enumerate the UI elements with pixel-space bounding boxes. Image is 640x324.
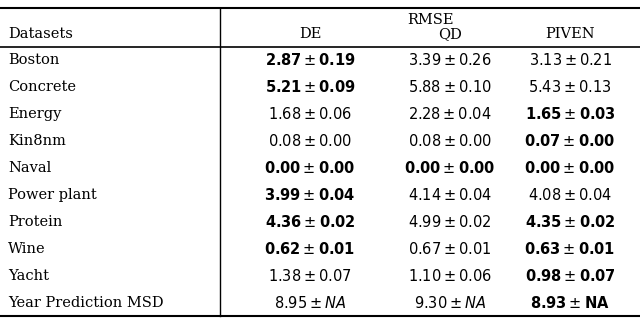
Text: $\mathbf{3.99} \pm \mathbf{0.04}$: $\mathbf{3.99} \pm \mathbf{0.04}$ xyxy=(264,187,356,203)
Text: $\mathbf{0.98} \pm \mathbf{0.07}$: $\mathbf{0.98} \pm \mathbf{0.07}$ xyxy=(525,268,616,284)
Text: $\mathbf{4.36} \pm \mathbf{0.02}$: $\mathbf{4.36} \pm \mathbf{0.02}$ xyxy=(264,214,355,230)
Text: $9.30 \pm NA$: $9.30 \pm NA$ xyxy=(414,295,486,310)
Text: RMSE: RMSE xyxy=(407,13,453,27)
Text: $\mathbf{5.21} \pm \mathbf{0.09}$: $\mathbf{5.21} \pm \mathbf{0.09}$ xyxy=(265,79,355,95)
Text: $\mathbf{0.62} \pm \mathbf{0.01}$: $\mathbf{0.62} \pm \mathbf{0.01}$ xyxy=(264,241,356,257)
Text: $\mathbf{8.93} \pm \mathbf{NA}$: $\mathbf{8.93} \pm \mathbf{NA}$ xyxy=(530,295,610,310)
Text: $5.43 \pm 0.13$: $5.43 \pm 0.13$ xyxy=(528,79,612,95)
Text: Datasets: Datasets xyxy=(8,27,73,41)
Text: $4.08 \pm 0.04$: $4.08 \pm 0.04$ xyxy=(528,187,612,203)
Text: Boston: Boston xyxy=(8,53,60,67)
Text: $2.28 \pm 0.04$: $2.28 \pm 0.04$ xyxy=(408,106,492,122)
Text: $4.14 \pm 0.04$: $4.14 \pm 0.04$ xyxy=(408,187,492,203)
Text: Energy: Energy xyxy=(8,107,61,121)
Text: $\mathbf{4.35} \pm \mathbf{0.02}$: $\mathbf{4.35} \pm \mathbf{0.02}$ xyxy=(525,214,616,230)
Text: Naval: Naval xyxy=(8,161,51,175)
Text: Year Prediction MSD: Year Prediction MSD xyxy=(8,295,164,309)
Text: $3.13 \pm 0.21$: $3.13 \pm 0.21$ xyxy=(529,52,611,68)
Text: $4.99 \pm 0.02$: $4.99 \pm 0.02$ xyxy=(408,214,492,230)
Text: Wine: Wine xyxy=(8,242,45,256)
Text: $\mathbf{0.63} \pm \mathbf{0.01}$: $\mathbf{0.63} \pm \mathbf{0.01}$ xyxy=(524,241,616,257)
Text: Protein: Protein xyxy=(8,215,62,229)
Text: $\mathbf{0.00} \pm \mathbf{0.00}$: $\mathbf{0.00} \pm \mathbf{0.00}$ xyxy=(264,160,356,176)
Text: $1.38 \pm 0.07$: $1.38 \pm 0.07$ xyxy=(268,268,352,284)
Text: $3.39 \pm 0.26$: $3.39 \pm 0.26$ xyxy=(408,52,492,68)
Text: QD: QD xyxy=(438,27,462,41)
Text: $8.95 \pm NA$: $8.95 \pm NA$ xyxy=(274,295,346,310)
Text: $0.67 \pm 0.01$: $0.67 \pm 0.01$ xyxy=(408,241,492,257)
Text: $1.10 \pm 0.06$: $1.10 \pm 0.06$ xyxy=(408,268,492,284)
Text: DE: DE xyxy=(299,27,321,41)
Text: $1.68 \pm 0.06$: $1.68 \pm 0.06$ xyxy=(268,106,352,122)
Text: Kin8nm: Kin8nm xyxy=(8,134,66,148)
Text: $\mathbf{2.87} \pm \mathbf{0.19}$: $\mathbf{2.87} \pm \mathbf{0.19}$ xyxy=(264,52,355,68)
Text: Yacht: Yacht xyxy=(8,269,49,283)
Text: $\mathbf{0.00} \pm \mathbf{0.00}$: $\mathbf{0.00} \pm \mathbf{0.00}$ xyxy=(524,160,616,176)
Text: $0.08 \pm 0.00$: $0.08 \pm 0.00$ xyxy=(408,133,492,149)
Text: $5.88 \pm 0.10$: $5.88 \pm 0.10$ xyxy=(408,79,492,95)
Text: $\mathbf{0.00} \pm \mathbf{0.00}$: $\mathbf{0.00} \pm \mathbf{0.00}$ xyxy=(404,160,496,176)
Text: $\mathbf{1.65} \pm \mathbf{0.03}$: $\mathbf{1.65} \pm \mathbf{0.03}$ xyxy=(525,106,616,122)
Text: $\mathbf{0.07} \pm \mathbf{0.00}$: $\mathbf{0.07} \pm \mathbf{0.00}$ xyxy=(524,133,616,149)
Text: $0.08 \pm 0.00$: $0.08 \pm 0.00$ xyxy=(268,133,352,149)
Text: PIVEN: PIVEN xyxy=(545,27,595,41)
Text: Power plant: Power plant xyxy=(8,188,97,202)
Text: Concrete: Concrete xyxy=(8,80,76,94)
